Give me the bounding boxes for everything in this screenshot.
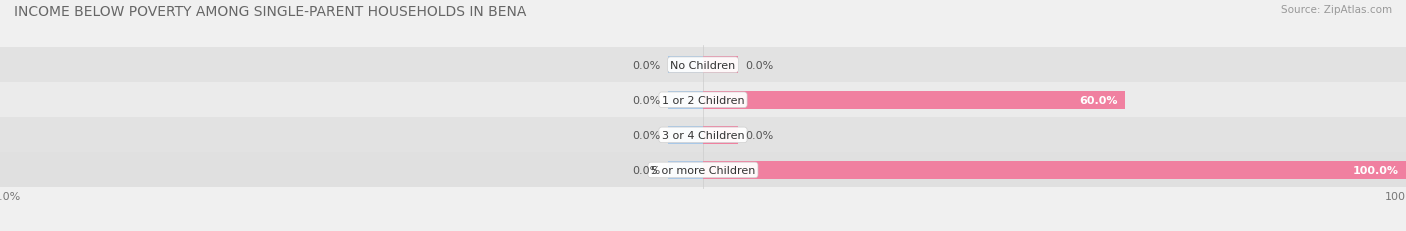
Bar [668, 161, 703, 179]
Bar [0, 118, 1406, 153]
Text: 0.0%: 0.0% [633, 130, 661, 140]
Bar [703, 57, 738, 74]
Bar [703, 127, 738, 144]
Text: 0.0%: 0.0% [745, 61, 773, 70]
Text: 0.0%: 0.0% [633, 61, 661, 70]
Bar [0, 83, 1406, 118]
Bar [703, 161, 1406, 179]
Bar [703, 92, 1125, 109]
Text: 0.0%: 0.0% [745, 130, 773, 140]
Bar [0, 153, 1406, 188]
Bar [668, 57, 703, 74]
Text: 3 or 4 Children: 3 or 4 Children [662, 130, 744, 140]
Text: No Children: No Children [671, 61, 735, 70]
Text: 0.0%: 0.0% [633, 165, 661, 175]
Text: 1 or 2 Children: 1 or 2 Children [662, 95, 744, 105]
Text: Source: ZipAtlas.com: Source: ZipAtlas.com [1281, 5, 1392, 15]
Text: 100.0%: 100.0% [1353, 165, 1399, 175]
Text: 60.0%: 60.0% [1080, 95, 1118, 105]
Text: INCOME BELOW POVERTY AMONG SINGLE-PARENT HOUSEHOLDS IN BENA: INCOME BELOW POVERTY AMONG SINGLE-PARENT… [14, 5, 526, 18]
Text: 0.0%: 0.0% [633, 95, 661, 105]
Bar [0, 48, 1406, 83]
Bar [668, 127, 703, 144]
Bar [668, 92, 703, 109]
Text: 5 or more Children: 5 or more Children [651, 165, 755, 175]
